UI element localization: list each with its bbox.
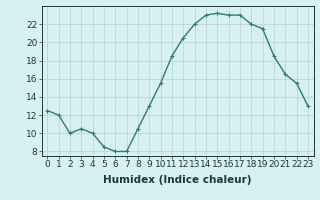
X-axis label: Humidex (Indice chaleur): Humidex (Indice chaleur) — [103, 175, 252, 185]
